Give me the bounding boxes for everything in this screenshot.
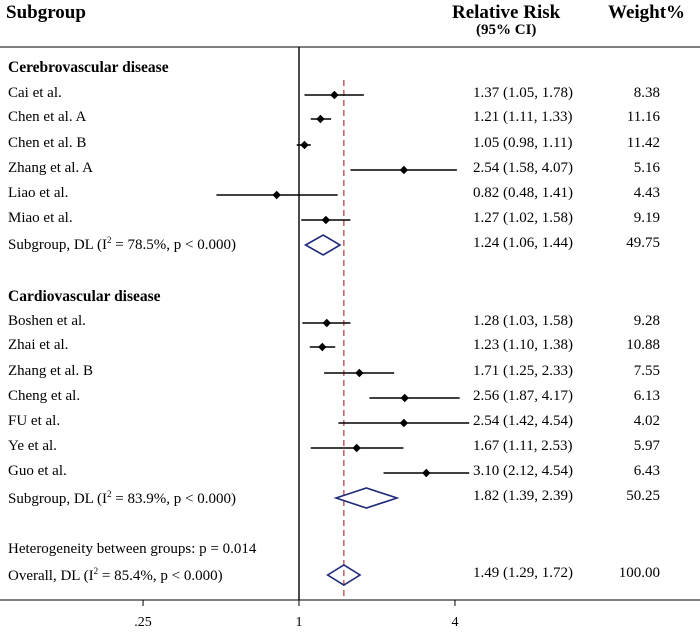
ci-text: 1.24 (1.06, 1.44) (473, 235, 573, 251)
weight-value: 11.42 (626, 135, 660, 151)
ci-text: 2.54 (1.58, 4.07) (473, 160, 573, 176)
study-label: Miao et al. (8, 210, 73, 226)
weight-value: 6.13 (633, 388, 660, 404)
ci-text: 3.10 (2.12, 4.54) (473, 463, 573, 479)
weight-value: 5.16 (633, 160, 660, 176)
subgroup-label-cerebrovascular: Subgroup, DL (I2 = 78.5%, p < 0.000) (8, 235, 236, 253)
ci-text: 1.28 (1.03, 1.58) (473, 313, 573, 329)
study-label: Zhang et al. B (8, 363, 93, 379)
weight-value: 50.25 (626, 488, 660, 504)
point-estimate-marker (355, 368, 364, 378)
header-relative-risk: Relative Risk (452, 2, 561, 23)
group-title-cardiovascular: Cardiovascular disease (8, 288, 161, 305)
study-label: Ye et al. (8, 438, 57, 454)
point-estimate-marker (322, 318, 331, 328)
study-label: Chen et al. A (8, 109, 87, 125)
ci-text: 1.67 (1.11, 2.53) (473, 438, 573, 454)
overall-diamond (326, 564, 362, 586)
group-title-cerebrovascular: Cerebrovascular disease (8, 59, 169, 76)
header-ci: (95% CI) (476, 22, 537, 38)
ci-text: 1.71 (1.25, 2.33) (473, 363, 573, 379)
weight-value: 7.55 (633, 363, 660, 379)
ci-text: 2.56 (1.87, 4.17) (473, 388, 573, 404)
weight-value: 10.88 (626, 337, 660, 353)
subgroup-diamond (303, 234, 342, 256)
point-estimate-marker (300, 140, 309, 150)
header-subgroup: Subgroup (6, 2, 86, 23)
x-tick-label: 1 (296, 615, 303, 630)
ci-text: 1.23 (1.10, 1.38) (473, 337, 573, 353)
study-label: Liao et al. (8, 185, 69, 201)
point-estimate-marker (272, 190, 281, 200)
weight-value: 11.16 (626, 109, 660, 125)
ci-text: 1.27 (1.02, 1.58) (473, 210, 573, 226)
study-label: Zhai et al. (8, 337, 69, 353)
point-estimate-marker (399, 418, 409, 428)
point-estimate-marker (321, 215, 331, 225)
ci-text: 1.21 (1.11, 1.33) (473, 109, 573, 125)
x-tick-label: .25 (134, 615, 152, 630)
point-estimate-marker (352, 443, 361, 453)
point-estimate-marker (399, 165, 409, 175)
weight-value: 9.19 (633, 210, 660, 226)
heterogeneity-text: Heterogeneity between groups: p = 0.014 (8, 541, 257, 557)
point-estimate-marker (400, 393, 409, 403)
header-weight: Weight% (608, 2, 686, 23)
point-estimate-marker (422, 468, 431, 478)
ci-text: 1.05 (0.98, 1.11) (473, 135, 573, 151)
ci-text: 1.37 (1.05, 1.78) (473, 85, 573, 101)
weight-value: 4.43 (633, 185, 660, 201)
study-label: Boshen et al. (8, 313, 86, 329)
study-label: Guo et al. (8, 463, 67, 479)
x-tick-label: 4 (451, 615, 458, 630)
study-label: Cai et al. (8, 85, 62, 101)
weight-value: 6.43 (633, 463, 660, 479)
study-label: Chen et al. B (8, 135, 87, 151)
overall-label: Overall, DL (I2 = 85.4%, p < 0.000) (8, 566, 223, 584)
ci-text: 2.54 (1.42, 4.54) (473, 413, 573, 429)
weight-value: 49.75 (626, 235, 660, 251)
subgroup-label-cardiovascular: Subgroup, DL (I2 = 83.9%, p < 0.000) (8, 489, 236, 507)
study-label: FU et al. (8, 413, 61, 429)
weight-value: 8.38 (633, 85, 660, 101)
weight-value: 100.00 (618, 565, 660, 581)
weight-value: 9.28 (633, 313, 660, 329)
ci-text: 0.82 (0.48, 1.41) (473, 185, 573, 201)
point-estimate-marker (316, 114, 325, 124)
subgroup-diamond (333, 487, 400, 509)
point-estimate-marker (330, 90, 339, 100)
weight-value: 4.02 (633, 413, 660, 429)
study-label: Zhang et al. A (8, 160, 93, 176)
ci-text: 1.82 (1.39, 2.39) (473, 488, 573, 504)
point-estimate-marker (318, 342, 327, 352)
weight-value: 5.97 (633, 438, 660, 454)
study-label: Cheng et al. (8, 388, 81, 404)
ci-text: 1.49 (1.29, 1.72) (473, 565, 573, 581)
